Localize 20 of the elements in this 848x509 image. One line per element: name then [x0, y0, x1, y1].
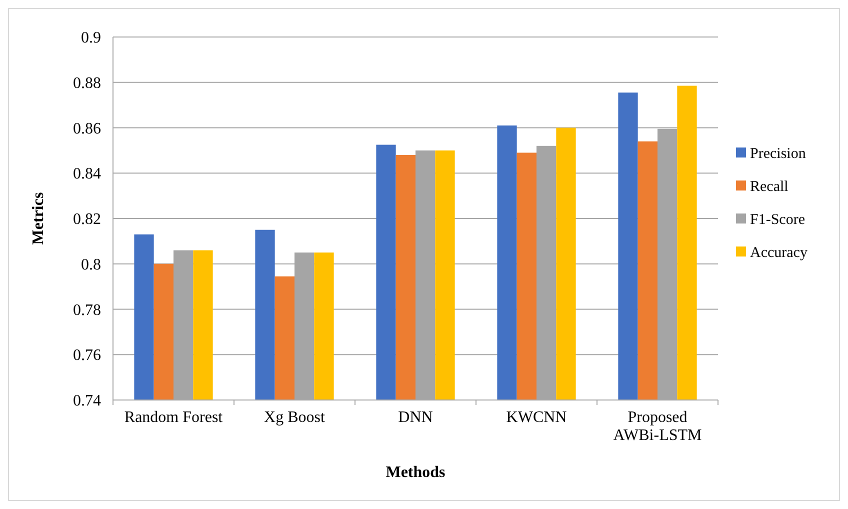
x-tick-label: Proposed AWBi-LSTM — [613, 409, 702, 444]
legend-label: Precision — [750, 146, 806, 162]
y-tick-label: 0.9 — [81, 30, 101, 47]
legend-label: F1-Score — [750, 212, 806, 228]
x-axis-title: Methods — [386, 464, 446, 481]
y-tick-label: 0.78 — [73, 302, 101, 319]
y-tick-label: 0.74 — [73, 392, 101, 410]
x-tick-label: Xg Boost — [264, 409, 326, 426]
legend-label: Recall — [750, 178, 788, 195]
y-tick-label: 0.8 — [81, 256, 101, 274]
x-tick-label: KWCNN — [506, 409, 568, 426]
y-tick-label: 0.76 — [73, 347, 101, 364]
y-tick-label: 0.84 — [73, 166, 101, 183]
y-axis-title: Metrics — [30, 192, 47, 245]
x-tick-label: DNN — [398, 409, 434, 426]
y-tick-label: 0.82 — [73, 211, 101, 228]
legend-label: Accuracy — [750, 244, 808, 261]
y-tick-label: 0.88 — [73, 74, 101, 92]
x-tick-label: Random Forest — [124, 409, 224, 426]
y-tick-label: 0.86 — [73, 120, 101, 138]
